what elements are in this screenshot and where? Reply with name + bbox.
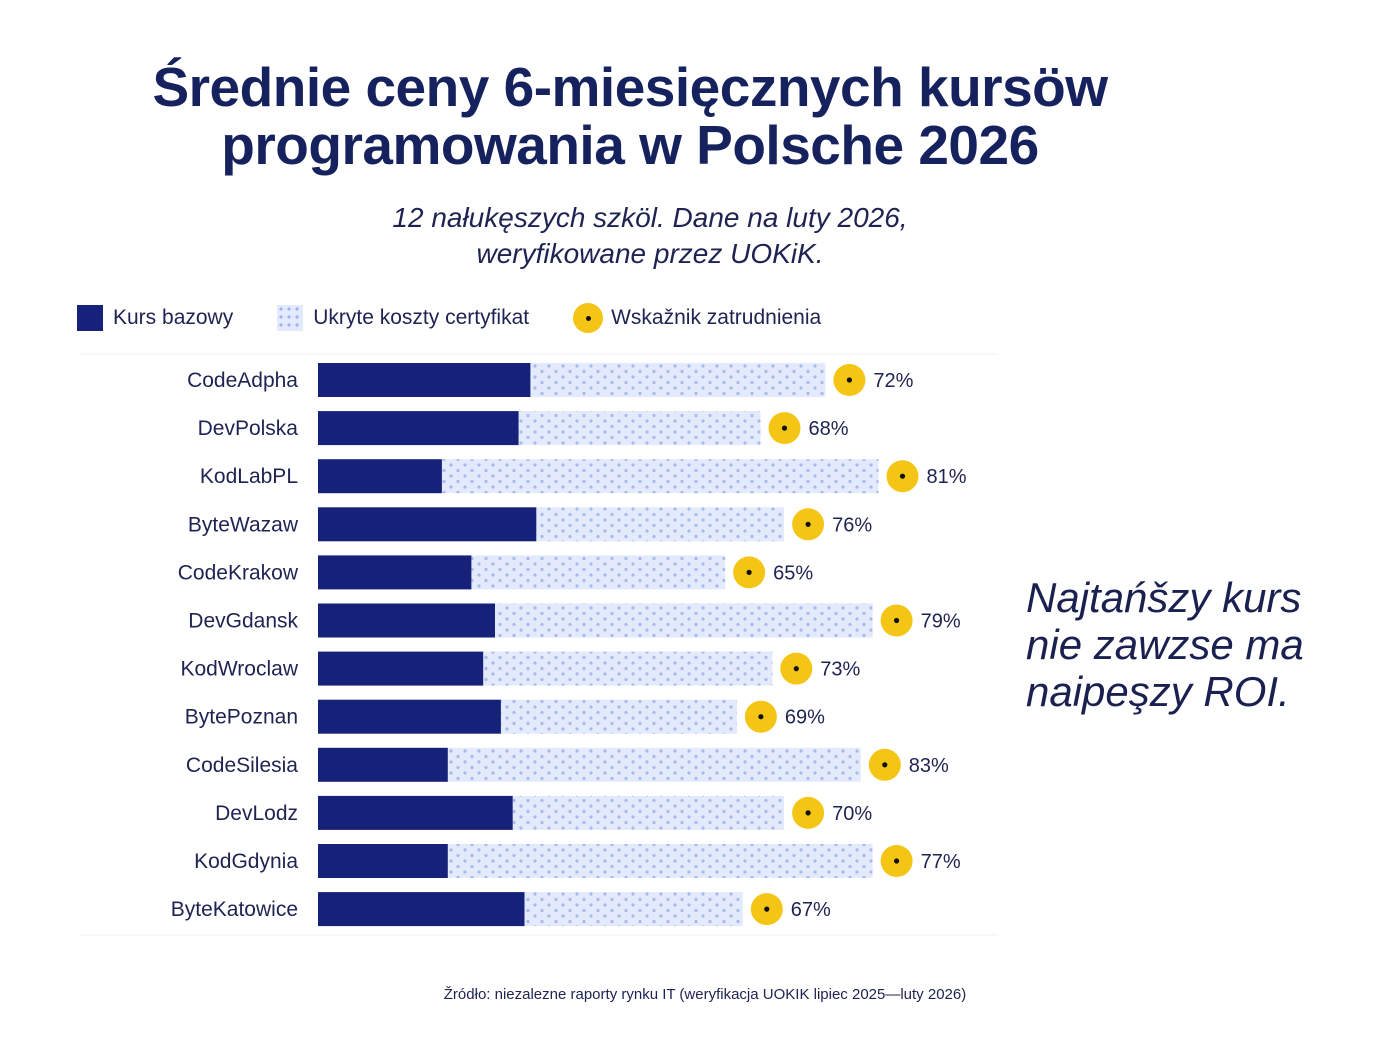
source-note: Žródło: niezalezne raporty rynku IT (wer…: [443, 986, 967, 1003]
employment-marker-center: [805, 521, 811, 527]
bar-base: [318, 603, 495, 638]
legend-label-employment: Wskažnik zatrudnienia: [611, 306, 822, 329]
employment-marker-center: [882, 762, 888, 768]
legend: Kurs bazowy Ukryte koszty certyfikat Wsk…: [77, 300, 865, 336]
employment-value-label: 83%: [909, 755, 949, 777]
employment-value-label: 72%: [873, 370, 913, 392]
callout-line-2: nie zawzse ma: [1026, 621, 1304, 668]
legend-item-base: Kurs bazowy: [77, 305, 233, 331]
subtitle-line-2: weryfikowane przez UOKiK.: [476, 238, 824, 269]
title-line-1: Średnie ceny 6-miesięcznych kursöw: [152, 56, 1108, 118]
bar-base: [318, 411, 519, 446]
bar-base: [318, 892, 525, 927]
category-label: DevLodz: [215, 802, 298, 825]
employment-marker-center: [793, 666, 799, 672]
chart-title: Średnie ceny 6-miesięcznych kursöw progr…: [80, 58, 1180, 174]
legend-swatch-hidden-costs: [277, 305, 304, 331]
legend-label-base: Kurs bazowy: [113, 306, 234, 329]
legend-marker-employment-icon: [573, 303, 604, 333]
bar-base: [318, 651, 484, 686]
bar-base: [318, 507, 537, 542]
employment-marker-center: [846, 377, 853, 383]
bar-base: [318, 363, 531, 397]
category-label: ByteWazaw: [188, 513, 299, 536]
employment-marker-center: [805, 810, 811, 816]
category-label: CodeAdpha: [187, 369, 298, 392]
bar-base: [318, 699, 501, 734]
category-label: CodeSilesia: [186, 754, 298, 777]
bar-hidden-costs: [512, 795, 785, 830]
chart-bars: CodeAdpha 72% DevPolska 68% KodLabPL 81% ByteW…: [171, 363, 967, 927]
bar-base: [318, 459, 442, 494]
chart-subtitle: 12 nałukęszych szköl. Dane na luty 2026,…: [150, 200, 1150, 272]
employment-value-label: 69%: [785, 707, 825, 729]
employment-value-label: 77%: [921, 851, 961, 873]
callout-line-3: naipeşzy ROI.: [1026, 668, 1290, 715]
bar-hidden-costs: [483, 651, 773, 686]
legend-item-employment: Wskažnik zatrudnienia: [573, 303, 821, 333]
employment-marker-center: [764, 906, 770, 912]
category-label: DevGdansk: [188, 610, 298, 633]
bar-hidden-costs: [441, 459, 879, 494]
category-label: BytePoznan: [185, 706, 298, 729]
employment-value-label: 65%: [773, 562, 813, 584]
callout-line-1: Najtańšzy kurs: [1026, 574, 1302, 621]
category-label: KodLabPL: [200, 465, 298, 488]
bar-hidden-costs: [471, 555, 726, 590]
employment-marker-center: [781, 425, 788, 431]
bar-base: [318, 747, 448, 782]
bar-hidden-costs: [530, 363, 826, 397]
category-label: ByteKatowice: [171, 898, 298, 921]
legend-swatch-base: [77, 305, 103, 331]
legend-label-hidden-costs: Ukryte koszty certyfikat: [313, 306, 530, 329]
category-label: DevPolska: [198, 417, 299, 440]
bar-hidden-costs: [495, 603, 873, 638]
bar-hidden-costs: [500, 699, 737, 734]
employment-marker-center: [894, 858, 900, 864]
employment-value-label: 81%: [927, 466, 967, 488]
bar-base: [318, 844, 448, 878]
bar-hidden-costs: [518, 411, 761, 446]
subtitle-line-1: 12 nałukęszych szköl. Dane na luty 2026,: [392, 202, 908, 233]
employment-value-label: 76%: [832, 514, 872, 536]
bar-base: [318, 795, 513, 830]
title-line-2: programowania w Polsche 2026: [221, 114, 1039, 176]
bar-hidden-costs: [536, 507, 785, 542]
category-label: KodWroclaw: [181, 658, 299, 681]
employment-marker-center: [899, 473, 906, 479]
category-label: KodGdynia: [194, 850, 298, 873]
employment-value-label: 68%: [809, 418, 849, 440]
bar-hidden-costs: [524, 892, 743, 927]
bar-hidden-costs: [447, 747, 861, 782]
employment-marker-center: [746, 569, 752, 576]
legend-item-hidden-costs: Ukryte koszty certyfikat: [277, 305, 529, 331]
callout-note: Najtańšzy kurs nie zawzse ma naipeşzy RO…: [1026, 574, 1366, 715]
bar-hidden-costs: [447, 844, 873, 878]
employment-value-label: 70%: [832, 803, 872, 825]
employment-value-label: 73%: [820, 659, 860, 681]
employment-value-label: 67%: [791, 899, 831, 921]
employment-value-label: 79%: [921, 611, 961, 633]
category-label: CodeKrakow: [178, 561, 299, 584]
employment-marker-center: [894, 617, 900, 624]
employment-marker-center: [758, 714, 764, 720]
bar-base: [318, 555, 472, 590]
